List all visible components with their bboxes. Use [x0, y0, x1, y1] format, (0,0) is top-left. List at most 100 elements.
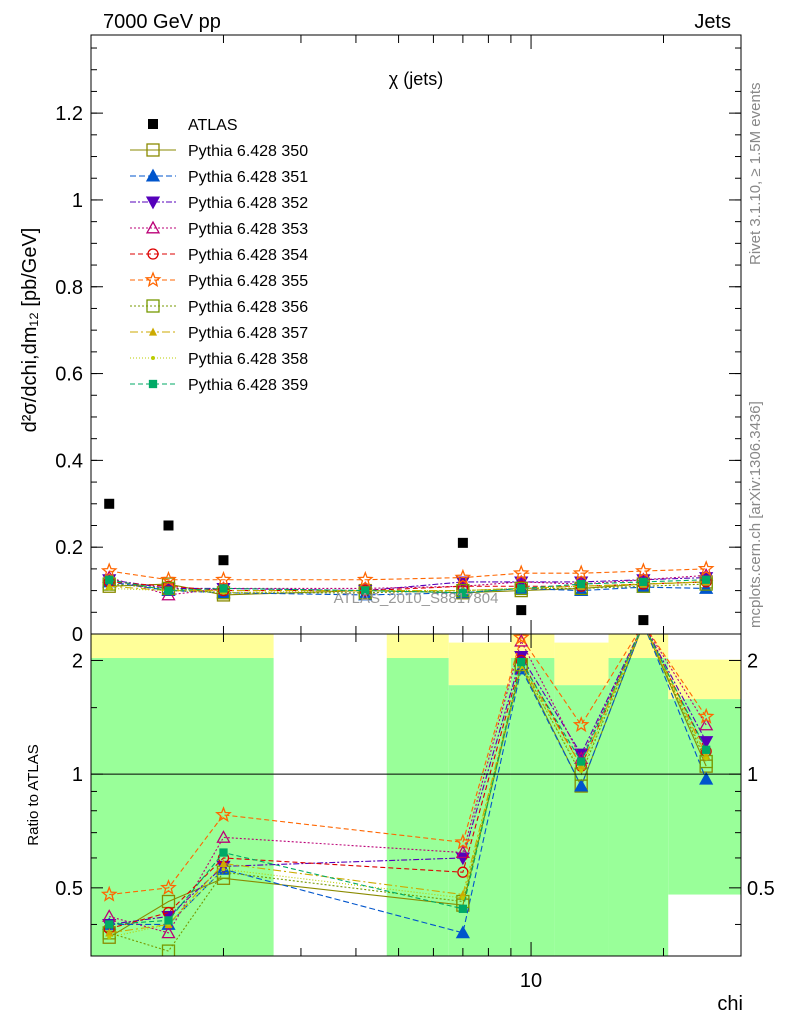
ratio-point-5-2 [215, 806, 232, 823]
ratio-line-5 [109, 634, 707, 896]
legend-label-9: Pythia 6.428 359 [188, 377, 308, 394]
ratio-point-6-1 [161, 944, 176, 956]
ratio-ytick-label-left-1: 1 [72, 764, 83, 786]
legend-data-marker [148, 119, 158, 129]
ratio-point-5-3 [454, 833, 472, 850]
legend-data-label: ATLAS [188, 117, 238, 134]
main-ytick-label-4: 0.8 [55, 277, 83, 299]
band-yellow-0 [91, 634, 274, 659]
legend-marker-0 [146, 143, 160, 157]
ratio-point-5-7 [697, 707, 715, 724]
data-point-1 [163, 520, 174, 531]
main-line-6 [109, 583, 707, 594]
data-point-4 [516, 605, 527, 616]
legend-marker-8 [151, 356, 155, 360]
ratio-series [100, 634, 715, 956]
main-point-9-6 [577, 579, 586, 589]
main-point-5-6 [572, 564, 590, 581]
legend-marker-9 [148, 379, 158, 389]
ratio-point-5-0 [100, 885, 118, 902]
ratio-ytick-label-left-2: 2 [72, 650, 83, 672]
main-point-9-3 [361, 586, 370, 595]
ratio-point-2-3 [455, 852, 470, 866]
main-ylabel: d²σ/dchi,dm₁₂ [pb/GeV] [19, 228, 41, 433]
ratio-ytick-label-left-0: 0.5 [55, 878, 83, 900]
ratio-point-3-3 [455, 845, 470, 859]
ratio-line-7 [109, 634, 707, 934]
data-point-3 [457, 537, 468, 548]
legend-marker-2 [145, 196, 161, 210]
band-green-6 [668, 699, 741, 895]
main-ytick-label-6: 1.2 [55, 103, 83, 125]
ratio-point-3-7 [699, 717, 714, 731]
ratio-point-1-3 [455, 925, 470, 939]
ratio-point-3-2 [216, 830, 231, 843]
axis-frames [90, 34, 742, 957]
watermark: ATLAS_2010_S8817804 [334, 590, 499, 607]
ratio-point-9-7 [702, 745, 711, 754]
ratio-ytick-label-right-1: 1 [747, 764, 758, 786]
ratio-point-9-5 [577, 757, 586, 766]
band-green-2 [448, 685, 511, 956]
legend-marker-4 [147, 248, 159, 260]
uncertainty-bands [91, 634, 741, 956]
ratio-point-5-4 [512, 634, 530, 645]
header-left: 7000 GeV pp [103, 11, 221, 33]
main-point-9-1 [164, 586, 173, 595]
main-point-5-5 [512, 564, 530, 581]
legend-label-3: Pythia 6.428 353 [188, 221, 308, 238]
band-yellow-1 [386, 634, 449, 659]
data-point-5 [638, 615, 649, 626]
ratio-ytick-label-right-2: 2 [747, 650, 758, 672]
legend-label-5: Pythia 6.428 355 [188, 273, 308, 290]
main-point-5-7 [635, 562, 652, 579]
legend-marker-7 [148, 327, 158, 336]
ratio-point-9-2 [219, 848, 228, 857]
main-point-9-2 [219, 584, 228, 593]
main-point-5-2 [215, 570, 232, 587]
ratio-point-1-5 [574, 778, 589, 792]
legend-label-1: Pythia 6.428 351 [188, 169, 308, 186]
main-point-9-0 [105, 575, 114, 584]
ratio-line-3 [109, 634, 707, 934]
ratio-ylabel: Ratio to ATLAS [25, 744, 42, 845]
main-point-9-8 [702, 575, 711, 584]
main-ytick-label-0: 0 [72, 624, 83, 646]
ratio-point-4-3 [457, 866, 469, 878]
legend-marker-5 [144, 271, 162, 288]
main-point-9-5 [517, 584, 526, 593]
ratio-point-9-1 [164, 916, 173, 925]
legend-label-6: Pythia 6.428 356 [188, 299, 308, 316]
ratio-line-1 [109, 634, 707, 934]
xtick-label-0: 10 [520, 970, 542, 992]
mcplots-label: mcplots.cern.ch [arXiv:1306.3436] [747, 401, 764, 628]
main-point-8-0 [107, 586, 112, 591]
main-point-5-0 [100, 562, 118, 579]
legend-label-0: Pythia 6.428 350 [188, 143, 308, 160]
band-yellow-2 [448, 642, 511, 686]
ratio-frame [90, 633, 742, 957]
main-ytick-label-3: 0.6 [55, 364, 83, 386]
main-ytick-label-1: 0.2 [55, 537, 83, 559]
band-green-3 [510, 658, 555, 956]
legend-label-4: Pythia 6.428 354 [188, 247, 308, 264]
data-point-0 [104, 498, 115, 509]
legend: ATLAS Pythia 6.428 350 Pythia 6.428 351 Pyt… [130, 117, 308, 394]
rivet-label: Rivet 3.1.10, ≥ 1.5M events [747, 83, 764, 266]
band-green-0 [91, 658, 274, 956]
main-line-5 [109, 568, 707, 581]
axis-ticks: 0 0.2 0.4 0.6 0.8 1 1.2 0.5 0.5 1 1 2 2 10 [55, 35, 775, 992]
ratio-point-8-0 [107, 935, 112, 940]
legend-label-7: Pythia 6.428 357 [188, 325, 308, 342]
band-green-5 [608, 658, 669, 956]
ratio-line-9 [109, 634, 707, 925]
ratio-point-3-1 [161, 925, 176, 939]
band-green-1 [386, 658, 449, 956]
legend-marker-6 [146, 299, 160, 313]
main-point-5-8 [697, 560, 715, 577]
legend-label-2: Pythia 6.428 352 [188, 195, 308, 212]
main-point-5-3 [356, 570, 374, 587]
band-yellow-4 [554, 642, 609, 686]
main-series [100, 560, 715, 602]
